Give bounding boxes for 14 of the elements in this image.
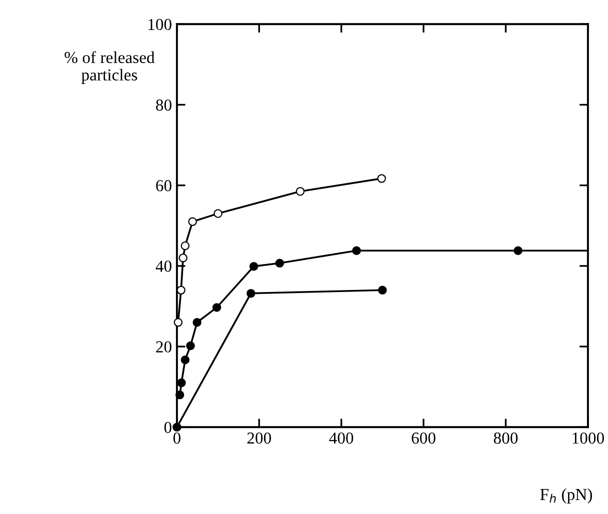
y-tick-label: 20: [156, 341, 172, 352]
x-tick-label: 800: [494, 432, 518, 444]
x-tick-label: 200: [247, 432, 271, 444]
x-axis-title: F$_{h}$ (pN): [540, 488, 592, 504]
x-tick-label: 600: [412, 432, 436, 444]
x-tick-label: 0: [173, 432, 180, 444]
x-tick-label: 400: [329, 432, 354, 444]
y-tick-label: 100: [148, 18, 172, 30]
y-tick-label: 40: [156, 260, 172, 272]
y-axis-title: % of released particles: [64, 51, 155, 84]
x-tick-label: 1000: [572, 432, 604, 444]
y-tick-label: 0: [164, 422, 172, 434]
y-tick-label: 60: [156, 180, 172, 192]
y-tick-label: 80: [156, 99, 172, 111]
